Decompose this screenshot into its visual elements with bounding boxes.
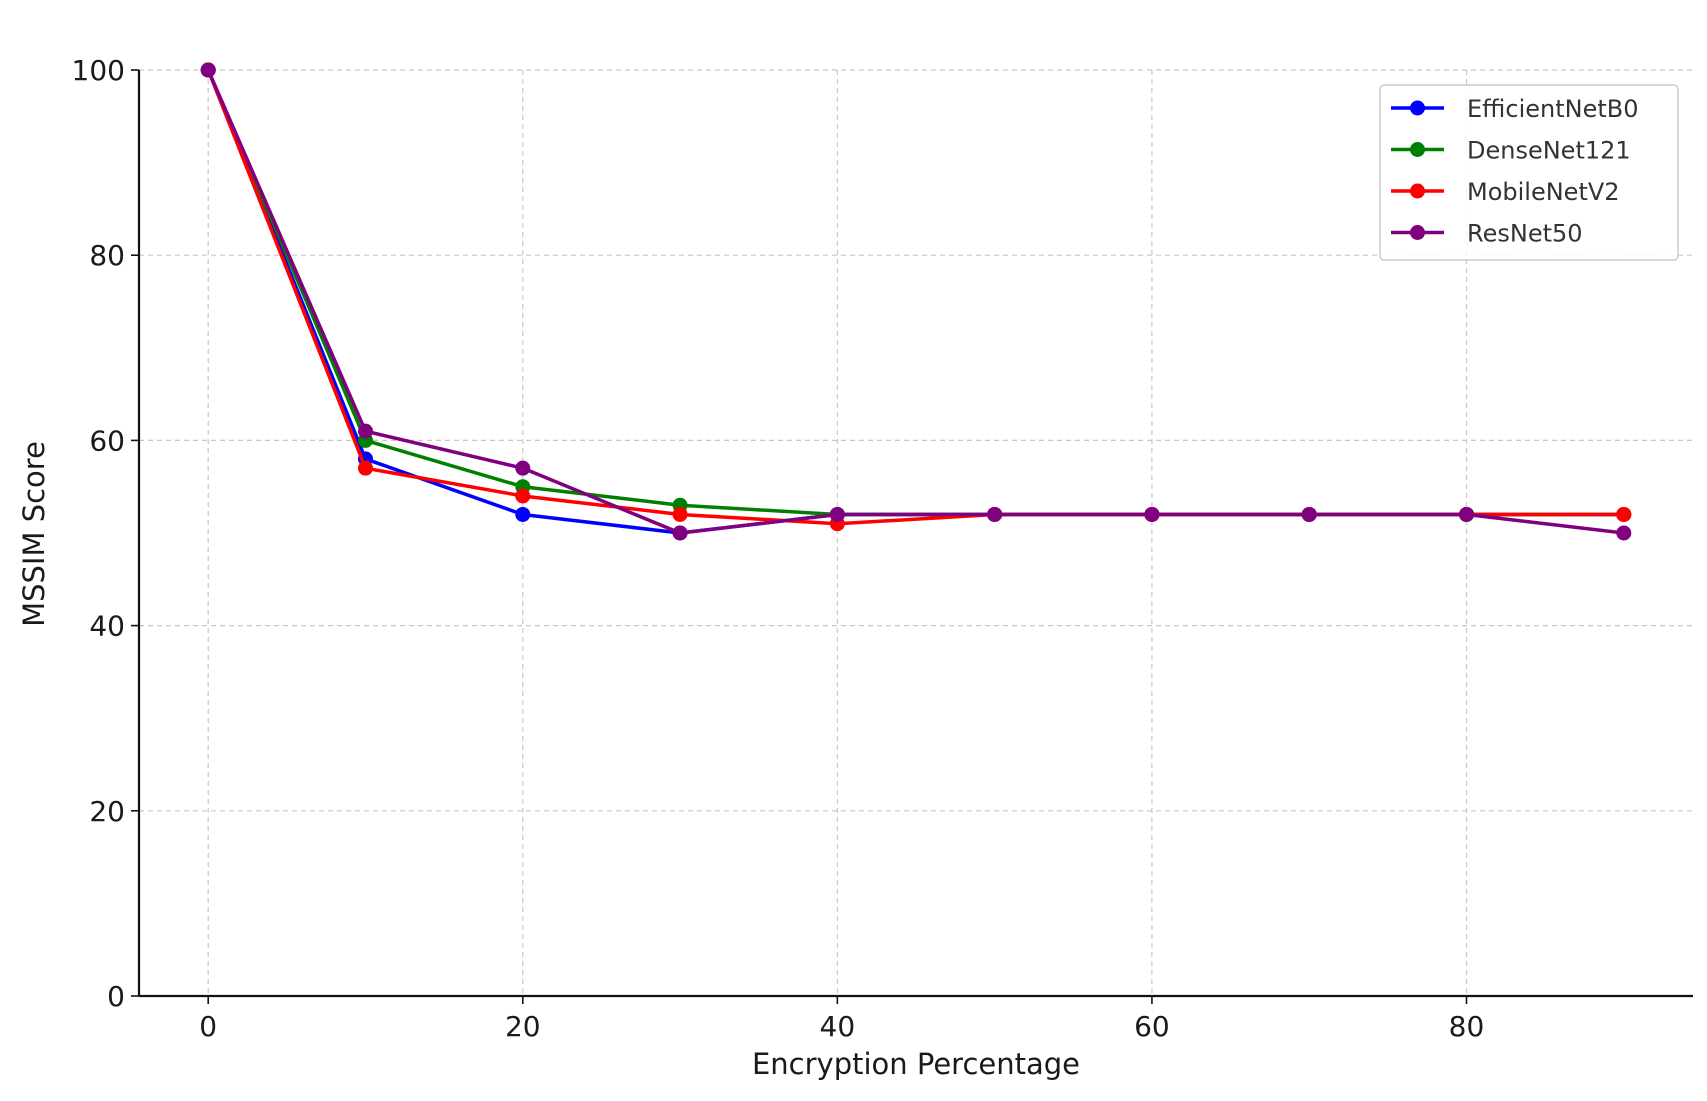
data-point-mobilenetv2 (672, 506, 688, 522)
data-point-resnet50 (987, 506, 1003, 522)
legend-marker-efficientnetb0 (1410, 100, 1425, 116)
data-point-mobilenetv2 (515, 488, 531, 504)
y-axis-title: MSSIM Score (17, 441, 51, 627)
axes (137, 70, 1693, 998)
series-line-resnet50 (206, 68, 1626, 535)
x-tick-label: 60 (1134, 1010, 1170, 1043)
y-tick-label: 20 (89, 795, 125, 828)
y-tick-label: 100 (72, 54, 125, 87)
data-point-efficientnetb0 (515, 506, 531, 522)
data-point-resnet50 (672, 525, 688, 541)
data-point-resnet50 (1301, 506, 1317, 522)
data-point-resnet50 (829, 506, 845, 522)
legend-marker-resnet50 (1410, 225, 1425, 240)
x-axis-title: Encryption Percentage (752, 1047, 1080, 1081)
legend-entry-densenet121: DenseNet121 (1391, 137, 1631, 165)
x-tick-label: 40 (820, 1010, 856, 1043)
data-point-mobilenetv2 (357, 460, 373, 476)
legend-box (1379, 84, 1679, 261)
x-tick-label: 80 (1449, 1010, 1485, 1043)
x-tick-label: 20 (505, 1010, 541, 1043)
y-tick-label: 80 (89, 239, 125, 272)
legend: EfficientNetB0 DenseNet121 MobileNetV2 ResN… (1379, 84, 1679, 261)
legend-label-resnet50: ResNet50 (1467, 220, 1583, 248)
data-point-resnet50 (1144, 506, 1160, 522)
legend-label-mobilenetv2: MobileNetV2 (1467, 178, 1620, 206)
data-point-resnet50 (357, 423, 373, 439)
data-point-resnet50 (1616, 525, 1632, 541)
data-point-resnet50 (515, 460, 531, 476)
ticks: 0 20 40 60 80 100 0 20 40 60 80 (72, 54, 1485, 1043)
legend-entry-resnet50: ResNet50 (1391, 220, 1583, 248)
series (200, 62, 1632, 541)
data-point-resnet50 (1459, 506, 1475, 522)
x-tick-label: 0 (199, 1010, 217, 1043)
legend-label-efficientnetb0: EfficientNetB0 (1467, 95, 1638, 123)
legend-entry-mobilenetv2: MobileNetV2 (1391, 178, 1620, 206)
legend-entry-efficientnetb0: EfficientNetB0 (1391, 95, 1638, 123)
legend-marker-mobilenetv2 (1410, 183, 1425, 199)
y-tick-label: 40 (89, 610, 125, 643)
series-resnet50 (200, 62, 1632, 541)
y-tick-label: 0 (107, 980, 125, 1013)
legend-marker-densenet121 (1410, 142, 1425, 157)
legend-label-densenet121: DenseNet121 (1467, 137, 1631, 165)
data-point-resnet50 (200, 62, 216, 78)
y-tick-label: 60 (89, 424, 125, 457)
data-point-mobilenetv2 (1616, 506, 1632, 522)
